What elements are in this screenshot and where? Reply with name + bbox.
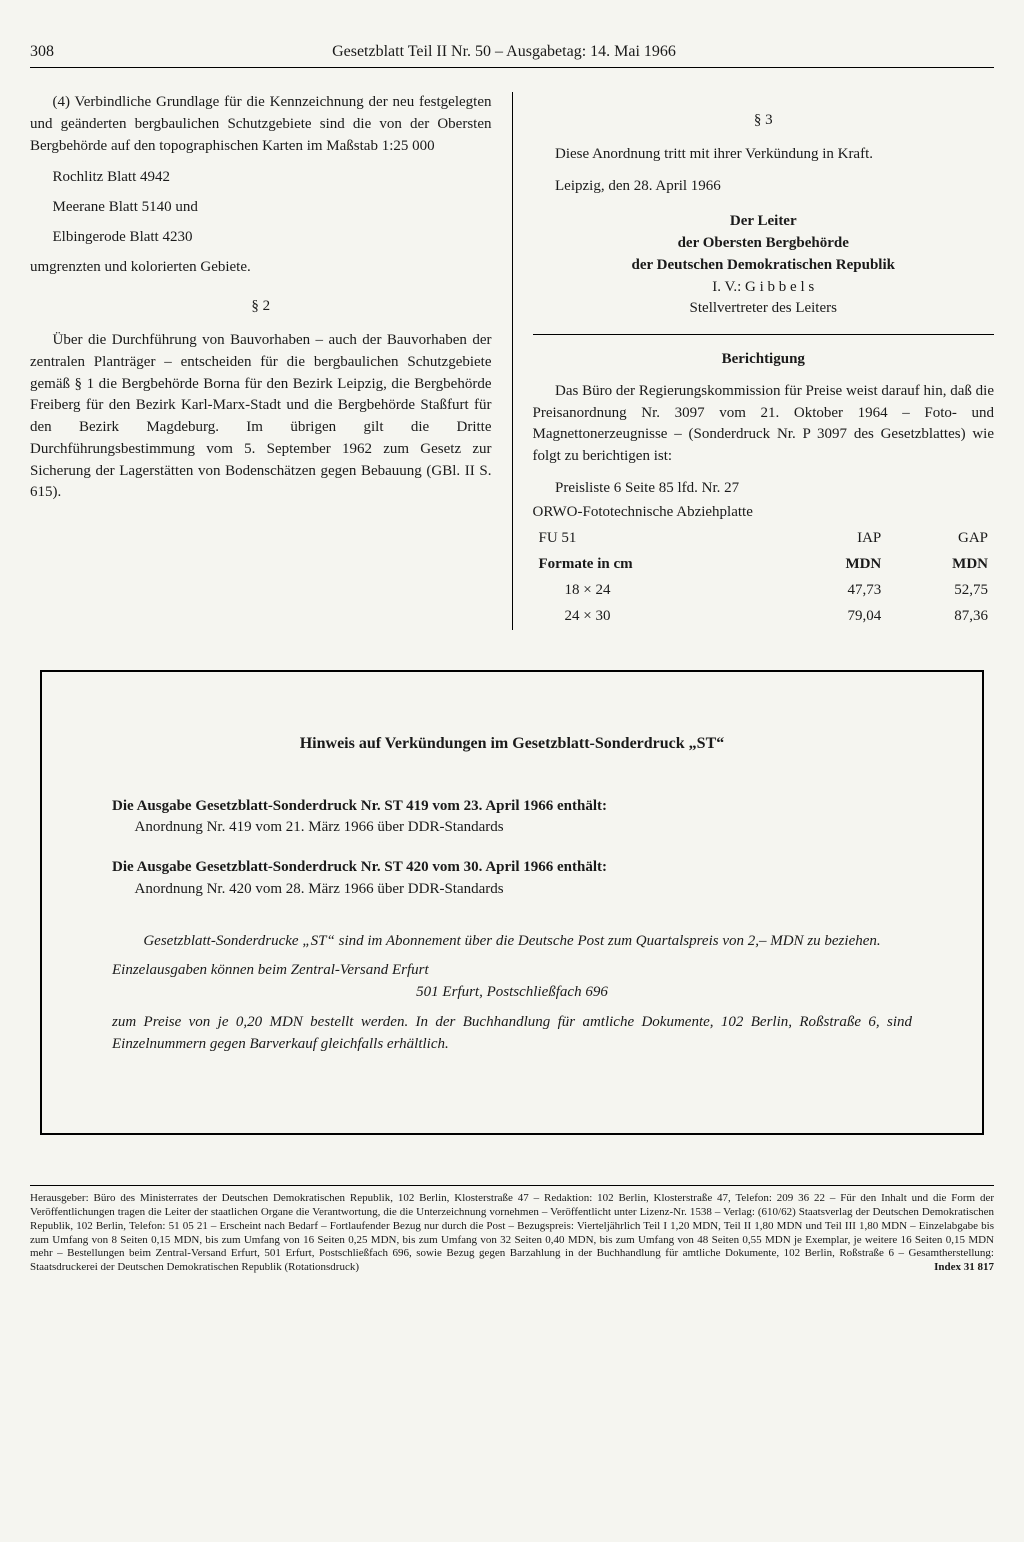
map-item: Elbingerode Blatt 4230: [53, 227, 492, 249]
content-columns: (4) Verbindliche Grundlage für die Kennz…: [30, 92, 994, 630]
table-row: 24 × 30 79,04 87,36: [535, 605, 993, 629]
section-3-body: Diese Anordnung tritt mit ihrer Verkündu…: [533, 144, 995, 166]
sig-line: Der Leiter: [533, 211, 995, 233]
sig-line: Stellvertreter des Leiters: [533, 298, 995, 320]
section-2-body: Über die Durchführung von Bauvorhaben – …: [30, 330, 492, 504]
notice-entry-head: Die Ausgabe Gesetzblatt-Sonderdruck Nr. …: [112, 857, 912, 879]
sig-line: der Obersten Bergbehörde: [533, 233, 995, 255]
price-table: FU 51 IAP GAP Formate in cm MDN MDN 18 ×…: [533, 525, 995, 630]
imprint-text: Herausgeber: Büro des Ministerrates der …: [30, 1192, 994, 1273]
table-cell: IAP: [781, 527, 886, 551]
notice-title: Hinweis auf Verkündungen im Gesetzblatt-…: [112, 732, 912, 755]
notice-info-line: Gesetzblatt-Sonderdrucke „ST“ sind im Ab…: [112, 931, 912, 953]
left-column: (4) Verbindliche Grundlage für die Kennz…: [30, 92, 513, 630]
map-item: Meerane Blatt 5140 und: [53, 197, 492, 219]
table-cell: GAP: [887, 527, 992, 551]
notice-entry-body: Anordnung Nr. 420 vom 28. März 1966 über…: [135, 879, 913, 901]
table-cell: 87,36: [887, 605, 992, 629]
page-header: 308 Gesetzblatt Teil II Nr. 50 – Ausgabe…: [30, 40, 994, 68]
imprint-rule: [30, 1185, 994, 1186]
table-row: FU 51 IAP GAP: [535, 527, 993, 551]
sig-line: der Deutschen Demokratischen Republik: [533, 255, 995, 277]
imprint: Herausgeber: Büro des Ministerrates der …: [30, 1192, 994, 1275]
notice-info-line: 501 Erfurt, Postschließfach 696: [112, 982, 912, 1004]
notice-info-line: zum Preise von je 0,20 MDN bestellt werd…: [112, 1012, 912, 1056]
table-cell: MDN: [887, 553, 992, 577]
section-3-label: § 3: [533, 110, 995, 132]
signature-block: Der Leiter der Obersten Bergbehörde der …: [533, 211, 995, 320]
map-item: Rochlitz Blatt 4942: [53, 167, 492, 189]
notice-info-line: Einzelausgaben können beim Zentral-Versa…: [112, 960, 912, 982]
correction-body: Das Büro der Regierungskommission für Pr…: [533, 381, 995, 468]
correction-title: Berichtigung: [533, 349, 995, 371]
table-cell: Formate in cm: [535, 553, 779, 577]
table-cell: 52,75: [887, 579, 992, 603]
table-cell: FU 51: [535, 527, 779, 551]
imprint-index: Index 31 817: [934, 1261, 994, 1275]
table-cell: 24 × 30: [535, 605, 779, 629]
page-number: 308: [30, 40, 54, 63]
table-row: 18 × 24 47,73 52,75: [535, 579, 993, 603]
para-4-intro: (4) Verbindliche Grundlage für die Kennz…: [30, 92, 492, 157]
price-intro: Preisliste 6 Seite 85 lfd. Nr. 27: [533, 478, 995, 500]
sig-line: I. V.: G i b b e l s: [533, 277, 995, 299]
divider: [533, 334, 995, 335]
price-intro: ORWO-Fototechnische Abziehplatte: [533, 502, 995, 524]
table-cell: MDN: [781, 553, 886, 577]
table-cell: 18 × 24: [535, 579, 779, 603]
para-4-tail: umgrenzten und kolorierten Gebiete.: [30, 257, 492, 279]
table-cell: 79,04: [781, 605, 886, 629]
table-row: Formate in cm MDN MDN: [535, 553, 993, 577]
section-2-label: § 2: [30, 296, 492, 318]
notice-entry-body: Anordnung Nr. 419 vom 21. März 1966 über…: [135, 817, 913, 839]
table-cell: 47,73: [781, 579, 886, 603]
notice-entry: Die Ausgabe Gesetzblatt-Sonderdruck Nr. …: [112, 796, 912, 840]
header-title: Gesetzblatt Teil II Nr. 50 – Ausgabetag:…: [332, 40, 676, 63]
notice-entry-head: Die Ausgabe Gesetzblatt-Sonderdruck Nr. …: [112, 796, 912, 818]
notice-entry: Die Ausgabe Gesetzblatt-Sonderdruck Nr. …: [112, 857, 912, 901]
notice-info: Gesetzblatt-Sonderdrucke „ST“ sind im Ab…: [112, 931, 912, 1056]
place-date: Leipzig, den 28. April 1966: [533, 176, 995, 198]
notice-box: Hinweis auf Verkündungen im Gesetzblatt-…: [40, 670, 984, 1135]
right-column: § 3 Diese Anordnung tritt mit ihrer Verk…: [513, 92, 995, 630]
